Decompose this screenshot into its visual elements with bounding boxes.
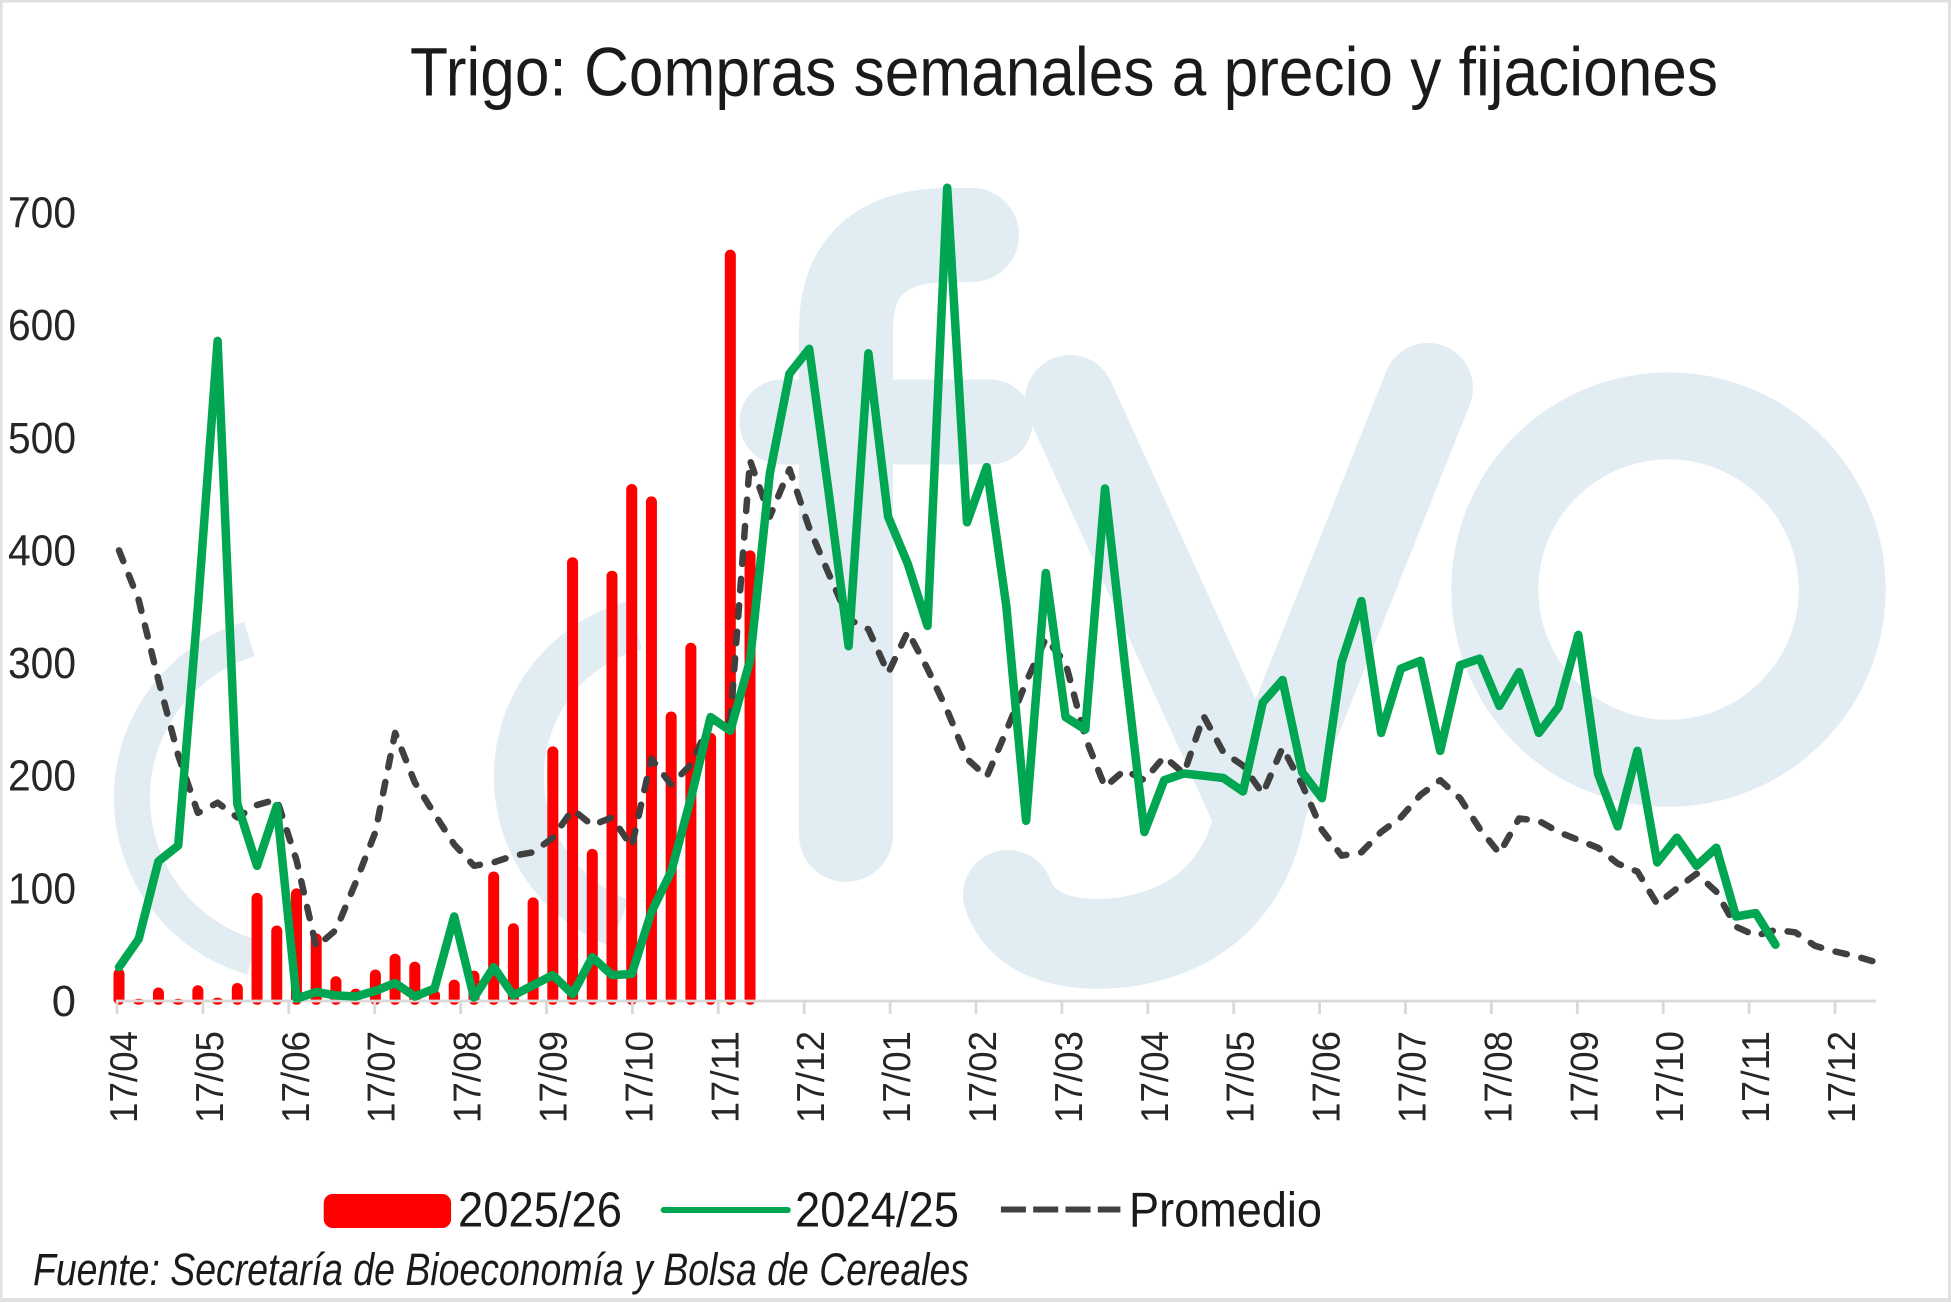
svg-text:300: 300 [8, 640, 76, 688]
svg-text:17/07: 17/07 [1392, 1031, 1435, 1123]
svg-text:17/09: 17/09 [533, 1031, 576, 1123]
svg-text:17/05: 17/05 [1220, 1031, 1263, 1123]
svg-text:2025/26: 2025/26 [458, 1183, 622, 1237]
svg-text:17/11: 17/11 [704, 1031, 747, 1123]
svg-text:17/06: 17/06 [1306, 1031, 1349, 1123]
svg-text:600: 600 [8, 302, 76, 350]
svg-text:Fuente: Secretaría de Bioecono: Fuente: Secretaría de Bioeconomía y Bols… [33, 1244, 969, 1295]
svg-text:17/12: 17/12 [790, 1031, 833, 1123]
svg-text:17/10: 17/10 [1649, 1031, 1692, 1123]
svg-text:500: 500 [8, 415, 76, 463]
svg-text:17/02: 17/02 [962, 1031, 1005, 1123]
svg-text:Trigo: Compras semanales a pre: Trigo: Compras semanales a precio y fija… [410, 34, 1718, 111]
svg-text:2024/25: 2024/25 [795, 1183, 959, 1237]
svg-text:200: 200 [8, 753, 76, 801]
svg-text:17/03: 17/03 [1048, 1031, 1091, 1123]
svg-text:100: 100 [8, 865, 76, 913]
svg-text:17/04: 17/04 [1134, 1031, 1177, 1123]
svg-text:17/09: 17/09 [1563, 1031, 1606, 1123]
svg-text:17/10: 17/10 [618, 1031, 661, 1123]
svg-text:400: 400 [8, 527, 76, 575]
svg-text:17/04: 17/04 [103, 1031, 146, 1123]
svg-text:17/06: 17/06 [275, 1031, 318, 1123]
svg-text:17/12: 17/12 [1821, 1031, 1864, 1123]
svg-text:17/05: 17/05 [189, 1031, 232, 1123]
svg-text:700: 700 [8, 190, 76, 238]
svg-text:Promedio: Promedio [1129, 1183, 1322, 1237]
svg-text:17/08: 17/08 [447, 1031, 490, 1123]
svg-text:17/08: 17/08 [1477, 1031, 1520, 1123]
svg-text:17/01: 17/01 [876, 1031, 919, 1123]
svg-text:17/07: 17/07 [361, 1031, 404, 1123]
svg-text:0: 0 [52, 978, 76, 1026]
svg-text:17/11: 17/11 [1735, 1031, 1778, 1123]
